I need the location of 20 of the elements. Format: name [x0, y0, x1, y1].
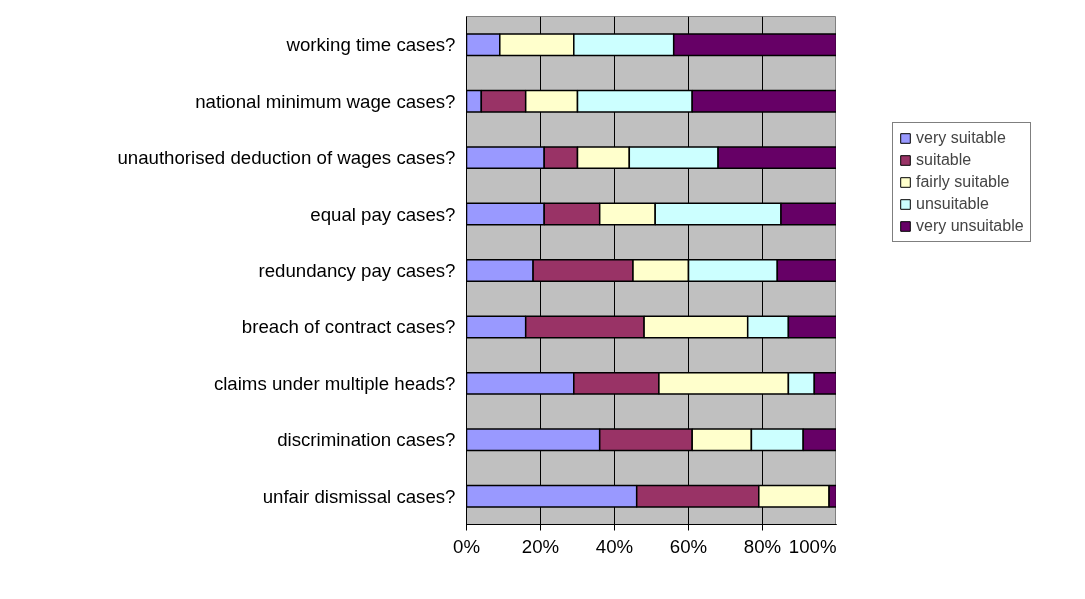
y-tick-label: claims under multiple heads? [213, 372, 456, 394]
legend-label: fairly suitable [916, 173, 1010, 191]
legend-label: very unsuitable [916, 217, 1024, 235]
x-tick-label: 100% [788, 535, 837, 557]
y-tick-label: breach of contract cases? [241, 316, 456, 338]
y-tick-label: equal pay cases? [310, 203, 456, 225]
y-tick-label: discrimination cases? [277, 429, 456, 451]
legend-label: unsuitable [916, 195, 989, 213]
legend-label: very suitable [916, 129, 1006, 147]
y-tick-label: national minimum wage cases? [195, 90, 456, 112]
y-tick-label: working time cases? [285, 34, 456, 56]
x-tick-label: 80% [743, 535, 782, 557]
x-tick-label: 60% [669, 535, 708, 557]
x-tick-label: 0% [453, 535, 480, 557]
y-tick-label: unauthorised deduction of wages cases? [117, 147, 456, 169]
x-tick-label: 40% [595, 535, 634, 557]
x-tick-label: 20% [521, 535, 560, 557]
y-tick-label: unfair dismissal cases? [262, 485, 456, 507]
y-tick-label: redundancy pay cases? [258, 260, 456, 281]
legend-label: suitable [916, 151, 972, 169]
